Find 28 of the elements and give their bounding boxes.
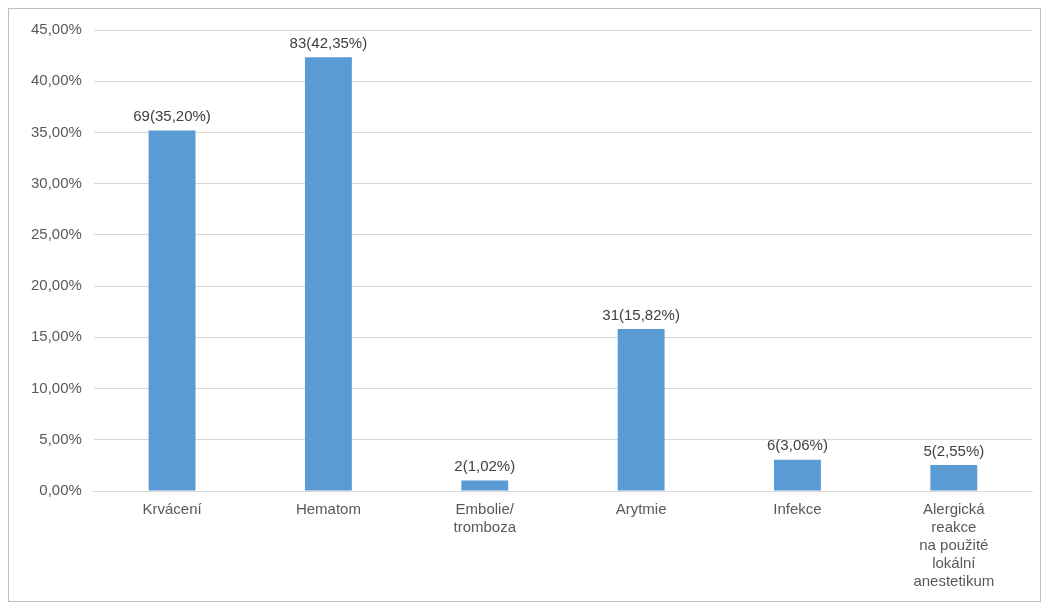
x-tick-label: Infekce [773, 500, 822, 518]
x-tick-label: Krvácení [142, 500, 203, 518]
y-tick-label: 20,00% [31, 276, 82, 294]
x-tick-label: Embolie/ tromboza [453, 500, 517, 536]
x-tick-label: Alergická reakce na použité lokální anestetikum [913, 500, 995, 590]
bar [461, 480, 509, 491]
y-tick-label: 25,00% [31, 225, 82, 243]
data-label: 6(3,06%) [767, 436, 828, 454]
bar [774, 459, 821, 491]
x-tick-label: Arytmie [615, 500, 667, 518]
data-label: 83(42,35%) [289, 33, 368, 51]
bar [148, 130, 196, 491]
y-tick-label: 0,00% [39, 481, 82, 499]
y-tick-label: 40,00% [31, 71, 82, 89]
y-tick-label: 10,00% [31, 378, 82, 396]
y-tick-label: 5,00% [39, 429, 82, 447]
data-label: 31(15,82%) [602, 305, 680, 323]
data-label: 5(2,55%) [923, 441, 985, 459]
bar [617, 328, 665, 491]
y-tick-label: 35,00% [31, 122, 82, 140]
y-tick-label: 30,00% [31, 173, 82, 191]
bar [304, 57, 352, 491]
bar [930, 464, 978, 491]
data-label: 2(1,02%) [454, 457, 516, 475]
y-tick-label: 45,00% [31, 20, 82, 38]
y-tick-label: 15,00% [31, 327, 82, 345]
data-label: 69(35,20%) [133, 107, 211, 125]
x-tick-label: Hematom [295, 500, 361, 518]
